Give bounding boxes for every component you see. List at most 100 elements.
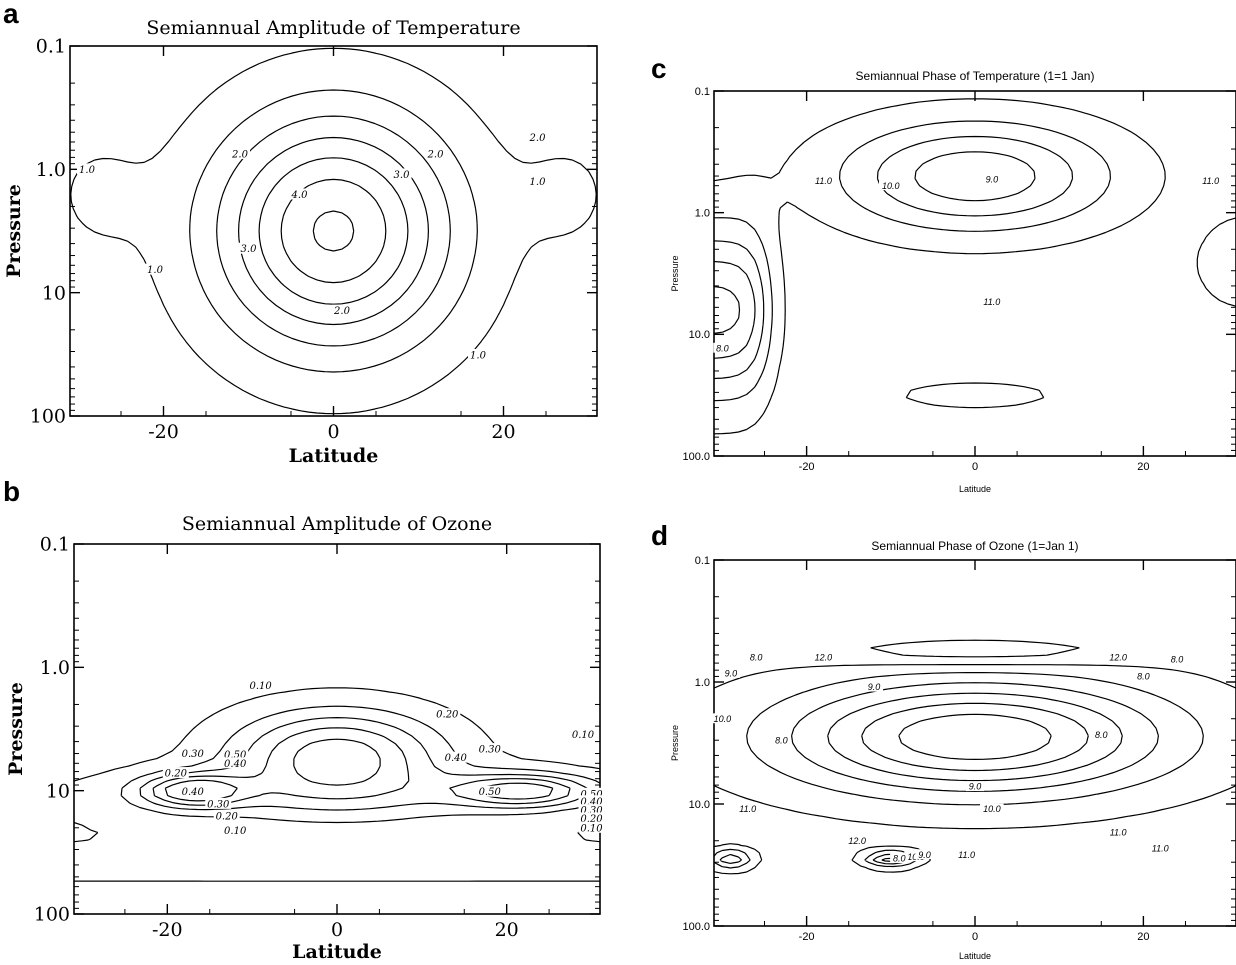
contour-label: 10.0 [714,714,732,724]
contour-label: 8.0 [1137,672,1150,682]
contour-label-bg [864,681,884,692]
contour-label: 0.40 [580,797,603,808]
contour-label: 0.30 [580,806,603,817]
contour-label: 0.10 [572,730,595,741]
contour-line [870,639,1080,658]
contour-label: 0.30 [207,799,230,810]
x-axis-label: Latitude [289,445,379,467]
contour-label-bg [915,849,934,860]
contour-line [713,120,1111,402]
contour-label-bg [391,168,412,180]
contour-label-bg [222,757,249,769]
contour-label-bg [1106,826,1130,837]
contour-label: 0.20 [165,769,188,780]
chart-title: Semiannual Phase of Ozone (1=Jan 1) [871,539,1078,553]
contour-line [713,98,1166,435]
contour-label-bg [578,812,605,824]
contour-label-bg [845,835,869,846]
x-axis-label: Latitude [959,951,991,961]
y-tick-label: 0.1 [40,534,70,556]
plot-frame [713,90,1236,457]
contour-label-bg [735,803,760,814]
contour-label: 0.30 [479,745,502,756]
x-tick-label: -20 [799,461,815,473]
contour-line [216,115,451,347]
y-tick-label: 10 [46,780,70,802]
contour-label: 8.0 [893,854,906,864]
contour-label-bg [980,803,1004,814]
contour-line [189,89,478,373]
contour-label: 1.0 [79,165,96,176]
y-tick-label: 0.1 [695,555,710,567]
contour-label: 9.0 [986,174,999,184]
x-axis-label: Latitude [292,941,382,963]
contour-line [898,713,1052,760]
contour-label: 0.10 [580,823,603,834]
contour-label: 0.10 [224,826,247,837]
chart-title: Semiannual Amplitude of Temperature [146,17,520,39]
contour-label-bg [578,787,605,799]
contour-label-bg [476,743,503,755]
contour-label-bg [145,263,165,275]
contour-label: 0.50 [580,789,603,800]
x-tick-label: -20 [799,931,815,943]
contour-label-bg [205,797,232,809]
contour-label-bg [570,728,597,740]
x-tick-label: -20 [152,919,183,941]
y-axis-label: Pressure [670,255,680,291]
contour-line [713,151,1036,359]
contour-label: 2.0 [427,149,445,160]
contour-label-bg [578,804,605,816]
y-tick-label: 0.1 [695,86,710,98]
contour-label-bg [890,853,909,864]
contour-label: 1.0 [530,177,547,188]
contour-label-bg [238,242,259,254]
contour-label-bg [222,824,249,836]
contour-label-bg [162,767,189,779]
contour-label: 9.0 [918,850,931,860]
contour-label-bg [213,809,240,821]
contour-label: 3.0 [394,170,411,181]
y-axis-label: Pressure [670,725,680,761]
contour-label-bg [527,131,548,143]
contour-label: 0.10 [250,681,273,692]
y-tick-label: 100 [34,904,70,926]
contour-label: 0.30 [182,749,205,760]
contour-label-bg [954,849,979,860]
contour-label-bg [721,667,740,678]
contour-label: 0.40 [445,753,468,764]
contour-label-bg [710,713,735,724]
chart-title: Semiannual Amplitude of Ozone [182,513,492,535]
contour-label: 0.20 [216,811,239,822]
contour-label-bg [230,147,250,159]
contour-label: 12.0 [815,653,833,663]
contour-label-bg [578,795,605,807]
x-tick-label: 0 [327,421,339,443]
plot-frame [69,45,598,417]
contour-label: 9.0 [969,782,982,792]
contour-label: 11.0 [815,176,832,186]
contour-label: 1.0 [470,350,487,361]
contour-line [238,136,429,326]
contour-label: 11.0 [739,804,756,814]
contour-label-bg [982,173,1001,184]
contour-label: 1.0 [147,265,164,276]
contour-label: 8.0 [716,343,729,353]
contour-label-bg [811,175,836,186]
contour-line [713,672,1204,869]
y-tick-label: 0.1 [36,36,66,58]
chart-title: Semiannual Phase of Temperature (1=1 Jan… [856,69,1095,83]
contour-line [312,210,355,252]
x-tick-label: 20 [495,919,519,941]
contour-label: 0.20 [580,814,603,825]
x-tick-label: 0 [972,931,978,943]
contour-label: 2.0 [529,133,547,144]
panel-label-a: a [3,0,19,29]
contour-label: 8.0 [1171,654,1184,664]
x-tick-label: 20 [1137,931,1149,943]
x-tick-label: 0 [972,461,978,473]
contour-line [713,285,741,334]
panel-label-b: b [3,476,21,507]
y-tick-label: 100 [30,406,66,428]
